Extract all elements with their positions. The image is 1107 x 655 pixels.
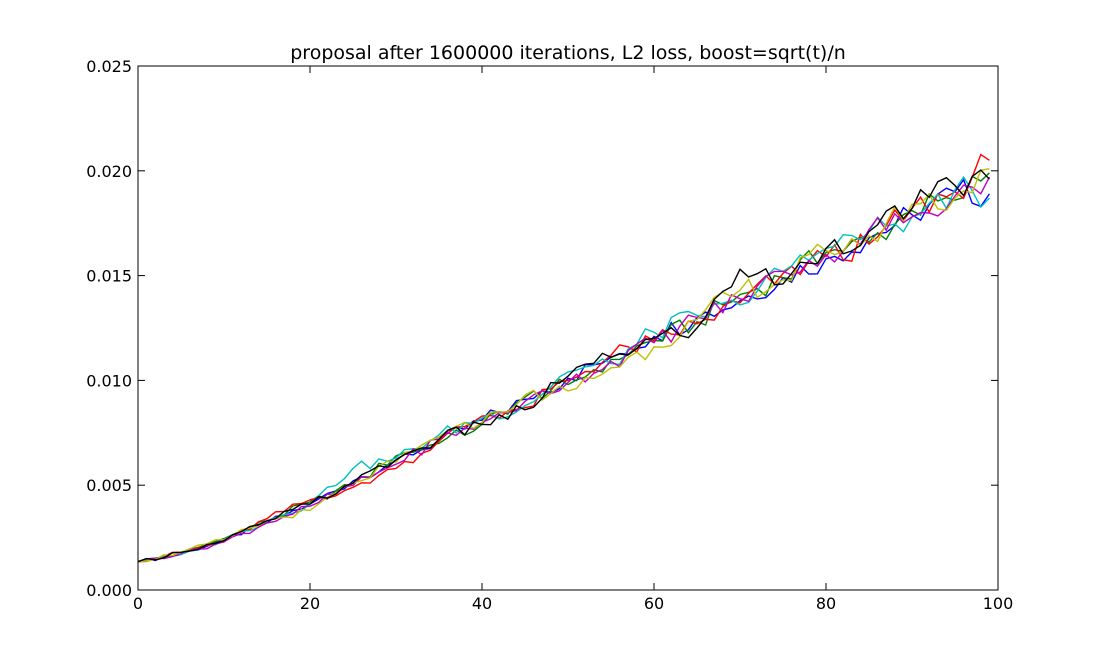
x-tick-label: 80 <box>816 594 836 613</box>
series-line-4 <box>137 175 990 563</box>
series-line-1 <box>137 178 990 563</box>
x-tick-label: 0 <box>133 594 143 613</box>
series-line-6 <box>137 168 990 563</box>
chart-title: proposal after 1600000 iterations, L2 lo… <box>290 42 846 64</box>
plot-frame <box>137 65 999 591</box>
series-line-3 <box>137 153 990 563</box>
y-tick-label: 0.025 <box>86 57 132 76</box>
x-tick-label: 60 <box>644 594 664 613</box>
series-layer <box>137 153 991 563</box>
y-tick-label: 0.010 <box>86 371 132 390</box>
series-line-5 <box>137 176 991 563</box>
series-line-2 <box>137 172 990 563</box>
y-tick-label: 0.000 <box>86 581 132 600</box>
series-line-7 <box>137 169 990 563</box>
x-tick-label: 40 <box>472 594 492 613</box>
tick-layer: 0 20 40 60 80 100 0.000 0.005 0.010 0.015 0.020 0.0… <box>86 57 1013 613</box>
x-tick-label: 20 <box>300 594 320 613</box>
y-tick-label: 0.020 <box>86 162 132 181</box>
y-tick-label: 0.005 <box>86 476 132 495</box>
y-tick-label: 0.015 <box>86 267 132 286</box>
x-tick-label: 100 <box>983 594 1014 613</box>
